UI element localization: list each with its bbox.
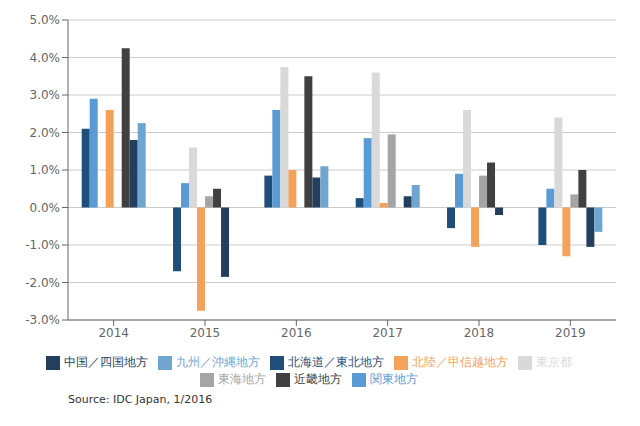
html-text:九州／沖縄地方: 九州／沖縄地方	[176, 355, 260, 369]
svg-text:2018: 2018	[464, 326, 495, 340]
svg-text:-3.0%: -3.0%	[25, 313, 60, 327]
svg-text:0.0%: 0.0%	[30, 201, 61, 215]
html-text:近畿地方: 近畿地方	[294, 372, 342, 386]
svg-text:2014: 2014	[98, 326, 129, 340]
svg-text:-2.0%: -2.0%	[25, 276, 60, 290]
html-text:東京都: 東京都	[536, 355, 572, 369]
svg-text:2019: 2019	[555, 326, 586, 340]
html-text:北海道／東北地方: 北海道／東北地方	[288, 355, 384, 369]
svg-text:2017: 2017	[372, 326, 403, 340]
svg-text:2015: 2015	[190, 326, 221, 340]
svg-text:-1.0%: -1.0%	[25, 238, 60, 252]
html-text:Source: IDC Japan, 1/2016: Source: IDC Japan, 1/2016	[68, 393, 213, 406]
svg-text:1.0%: 1.0%	[30, 163, 61, 177]
html-text:中国／四国地方: 中国／四国地方	[64, 355, 148, 369]
svg-text:5.0%: 5.0%	[30, 13, 61, 27]
svg-text:2.0%: 2.0%	[30, 126, 61, 140]
html-text:東海地方: 東海地方	[218, 372, 266, 386]
svg-text:3.0%: 3.0%	[30, 88, 61, 102]
svg-text:2016: 2016	[281, 326, 312, 340]
html-text:関東地方: 関東地方	[370, 372, 418, 386]
html-text:北陸／甲信越地方: 北陸／甲信越地方	[412, 355, 508, 369]
svg-text:4.0%: 4.0%	[30, 51, 61, 65]
